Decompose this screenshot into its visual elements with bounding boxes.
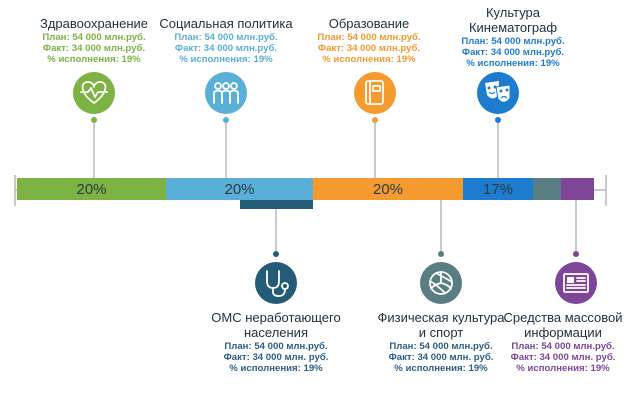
execution-percent: % исполнения: 19% [47, 54, 141, 65]
category-title: ОМС неработающего [211, 310, 341, 325]
plan-value: План: 54 000 млн.руб. [461, 35, 565, 47]
stethoscope-icon [255, 262, 297, 304]
bar-segment [533, 178, 561, 200]
connector-dot [273, 251, 279, 257]
connector-dot [495, 117, 501, 123]
category-label: Культура Кинематограф План: 54 000 млн.руб… [438, 5, 588, 69]
category-label: Здравоохранение План: 54 000 млн.руб. Факт… [19, 16, 169, 65]
category-title: Средства массовой [503, 310, 623, 325]
execution-percent: % исполнения: 19% [394, 362, 488, 374]
newspaper-icon [555, 262, 597, 304]
heart-pulse-icon [73, 72, 115, 114]
category-label: ОМС неработающего населения План: 54 000 м… [201, 310, 351, 374]
category-title: Культура [485, 5, 541, 20]
connector-dot [223, 117, 229, 123]
fact-value: Факт: 34 000 млн.руб. [42, 42, 146, 54]
segment-percent-label: 17% [483, 181, 513, 198]
segment-percent-label: 20% [224, 181, 254, 198]
people-icon [205, 72, 247, 114]
connector-dot [573, 251, 579, 257]
category-label: Средства массовой информации План: 54 000 … [488, 310, 638, 374]
bar-segment [166, 178, 313, 200]
plan-value: План: 54 000 млн.руб. [174, 31, 278, 43]
plan-value: План: 54 000 млн.руб. [511, 340, 615, 352]
category-label: Социальная политика План: 54 000 млн.руб.… [151, 16, 301, 65]
bar-segment [240, 200, 313, 209]
bar-segment [561, 178, 594, 200]
segment-percent-label: 20% [76, 181, 106, 198]
category-title: Здравоохранение [39, 16, 148, 31]
category-title: Образование [328, 16, 410, 31]
connector-dot [372, 117, 378, 123]
fact-value: Факт: 34 000 млн.руб. [461, 46, 565, 58]
execution-percent: % исполнения: 19% [322, 54, 416, 65]
execution-percent: % исполнения: 19% [229, 362, 323, 374]
category-title: информации [524, 324, 602, 340]
plan-value: План: 54 000 млн.руб. [224, 340, 328, 352]
execution-percent: % исполнения: 19% [516, 362, 610, 374]
volleyball-icon [420, 262, 462, 304]
bar-segment [463, 178, 533, 200]
execution-percent: % исполнения: 19% [179, 54, 273, 65]
plan-value: План: 54 000 млн.руб. [42, 31, 146, 43]
fact-value: Факт: 34 000 млн.руб. [174, 42, 278, 54]
execution-percent: % исполнения: 19% [466, 57, 560, 69]
fact-value: Факт: 34 000 млн. руб. [223, 351, 329, 363]
bar-segment [313, 178, 463, 200]
fact-value: Факт: 34 000 млн.руб. [317, 42, 421, 54]
category-title: Физическая культура [377, 310, 505, 325]
book-icon [354, 72, 396, 114]
category-title: населения [243, 324, 308, 340]
bar-segment [17, 178, 166, 200]
category-label: Физическая культура и спорт План: 54 000 м… [366, 310, 516, 374]
connector-dot [91, 117, 97, 123]
category-label: Образование План: 54 000 млн.руб. Факт: 34… [294, 16, 444, 65]
connector-dot [438, 251, 444, 257]
plan-value: План: 54 000 млн.руб. [389, 340, 493, 352]
segment-percent-label: 20% [373, 181, 403, 198]
theater-masks-icon [477, 72, 519, 114]
fact-value: Факт: 34 000 млн. руб. [388, 351, 494, 363]
category-title: и спорт [418, 324, 464, 340]
category-title: Социальная политика [159, 16, 293, 31]
category-title: Кинематограф [468, 19, 558, 35]
fact-value: Факт: 34 000 млн. руб. [510, 351, 616, 363]
plan-value: План: 54 000 млн.руб. [317, 31, 421, 43]
